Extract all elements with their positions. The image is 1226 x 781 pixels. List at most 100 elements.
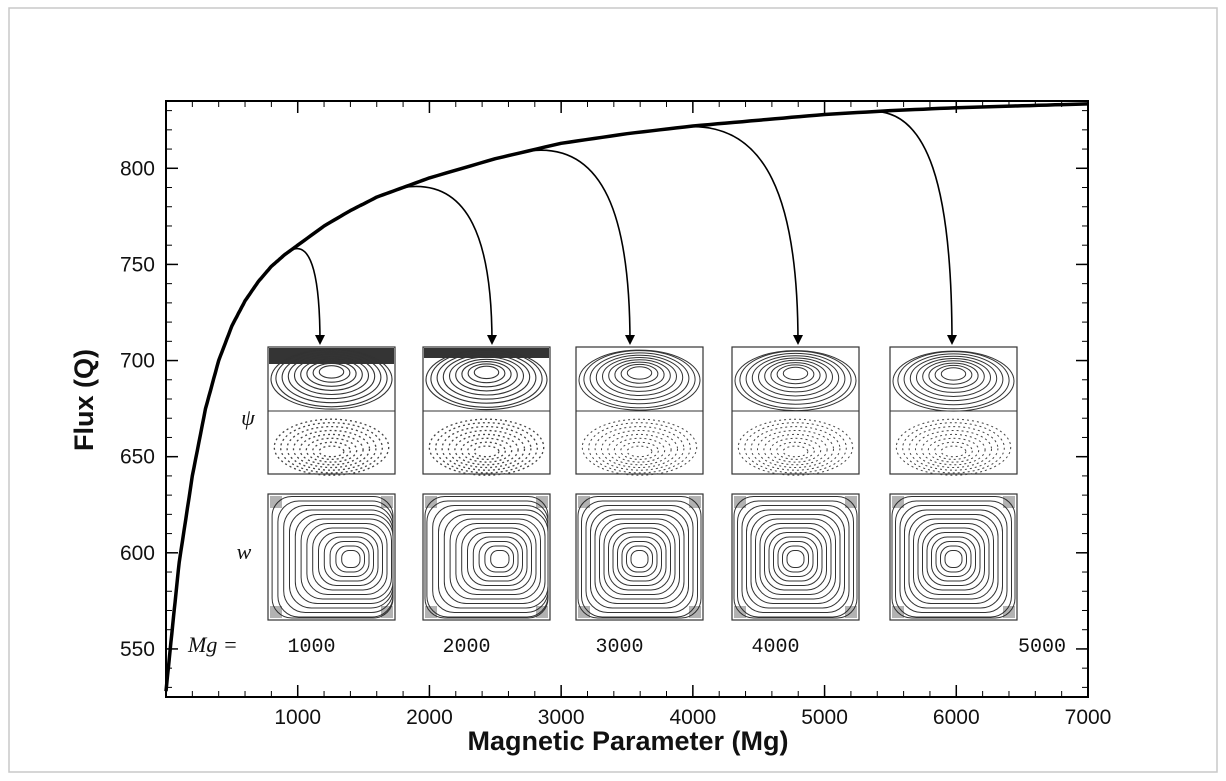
psi-contour-dashed bbox=[934, 441, 973, 460]
w-corner-shading bbox=[536, 606, 548, 618]
psi-contour-dashed bbox=[895, 418, 1012, 476]
w-contour bbox=[931, 536, 976, 582]
x-tick-label: 1000 bbox=[274, 706, 321, 729]
psi-contour-solid bbox=[461, 361, 512, 388]
w-contour bbox=[908, 514, 999, 604]
psi-contour-solid bbox=[770, 362, 821, 389]
psi-contour-solid bbox=[745, 352, 846, 405]
psi-contour-solid bbox=[442, 354, 531, 400]
psi-contour-solid bbox=[626, 366, 653, 380]
psi-contour-solid bbox=[764, 359, 827, 393]
mg-value-label: 5000 bbox=[1018, 636, 1066, 659]
w-contour bbox=[750, 514, 841, 604]
w-corner-shading bbox=[845, 606, 857, 618]
x-tick-label: 4000 bbox=[669, 706, 716, 729]
psi-contour-dashed bbox=[312, 441, 351, 461]
w-contour bbox=[630, 550, 649, 568]
w-contour bbox=[926, 532, 981, 586]
psi-contour-solid bbox=[312, 362, 351, 383]
arrows bbox=[290, 110, 957, 345]
w-corner-shading bbox=[381, 496, 393, 508]
psi-contour-solid bbox=[436, 351, 537, 404]
w-contour bbox=[940, 545, 967, 573]
w-contour bbox=[312, 527, 384, 591]
psi-contour-dashed bbox=[750, 426, 841, 471]
psi-contour-solid bbox=[293, 355, 370, 396]
w-panel bbox=[422, 493, 551, 621]
psi-contour-dashed bbox=[594, 426, 685, 471]
psi-contour-dashed bbox=[441, 425, 532, 471]
psi-contour-dashed bbox=[915, 430, 992, 468]
w-contour bbox=[599, 518, 680, 600]
psi-contour-solid bbox=[602, 357, 677, 396]
w-contour bbox=[455, 523, 537, 595]
w-contour bbox=[922, 527, 985, 591]
w-contour bbox=[895, 500, 1012, 618]
mg-value-label: 4000 bbox=[751, 636, 799, 659]
psi-contour-solid bbox=[455, 358, 518, 392]
psi-contour-dashed bbox=[299, 433, 364, 466]
y-tick-label: 800 bbox=[120, 157, 155, 180]
psi-shading bbox=[424, 348, 549, 358]
psi-contour-dashed bbox=[460, 437, 513, 463]
w-contour bbox=[764, 527, 827, 591]
w-corner-shading bbox=[536, 496, 548, 508]
x-axis-title: Magnetic Parameter (Mg) bbox=[467, 726, 788, 756]
psi-contour-solid bbox=[425, 349, 548, 411]
inset-pair-2: 2000 bbox=[422, 346, 551, 659]
w-corner-shading bbox=[734, 606, 746, 618]
psi-contour-dashed bbox=[607, 433, 672, 466]
psi-contour-dashed bbox=[940, 445, 967, 458]
w-contour bbox=[490, 550, 510, 568]
psi-contour-dashed bbox=[588, 422, 691, 474]
psi-contour-dashed bbox=[454, 433, 519, 466]
psi-contour-solid bbox=[608, 359, 671, 392]
w-contour bbox=[626, 545, 653, 573]
w-corner-shading bbox=[270, 606, 282, 618]
w-corner-shading bbox=[1003, 496, 1015, 508]
y-axis-title: Flux (Q) bbox=[69, 349, 99, 451]
psi-contour-dashed bbox=[428, 418, 545, 476]
psi-contour-dashed bbox=[769, 437, 822, 463]
w-contour bbox=[472, 536, 523, 582]
psi-contour-dashed bbox=[601, 430, 678, 468]
w-contour bbox=[341, 550, 361, 568]
w-contour bbox=[612, 532, 667, 586]
psi-contour-dashed bbox=[473, 445, 500, 458]
psi-contour-solid bbox=[776, 364, 815, 385]
inset-pair-4: 4000 bbox=[731, 346, 860, 659]
w-contour bbox=[585, 505, 694, 613]
w-contour bbox=[935, 541, 972, 577]
w-contour bbox=[944, 550, 963, 568]
arrow-5 bbox=[863, 110, 957, 345]
w-contour bbox=[484, 545, 514, 573]
w-contour bbox=[755, 518, 836, 600]
y-tick-label: 650 bbox=[120, 446, 155, 469]
w-corner-shading bbox=[892, 606, 904, 618]
w-row-label: w bbox=[237, 539, 252, 564]
w-contour bbox=[913, 518, 994, 600]
psi-contour-dashed bbox=[613, 437, 666, 463]
w-contour bbox=[335, 545, 365, 573]
w-contour bbox=[300, 518, 393, 600]
w-contour bbox=[594, 514, 685, 604]
w-contour bbox=[768, 532, 823, 586]
psi-contour-solid bbox=[940, 367, 967, 381]
psi-contour-solid bbox=[448, 356, 525, 396]
psi-contour-dashed bbox=[467, 441, 506, 461]
arrow-2 bbox=[402, 185, 497, 345]
psi-contour-solid bbox=[903, 353, 1004, 406]
psi-contour-dashed bbox=[318, 445, 345, 458]
w-contour bbox=[899, 505, 1008, 613]
mg-value-label: 1000 bbox=[287, 636, 335, 659]
w-contour bbox=[782, 545, 809, 573]
psi-contour-dashed bbox=[927, 437, 980, 463]
w-contour bbox=[461, 527, 533, 591]
psi-contour-dashed bbox=[763, 433, 828, 466]
w-contour bbox=[323, 536, 374, 582]
w-corner-shading bbox=[270, 496, 282, 508]
psi-contour-dashed bbox=[273, 418, 390, 476]
w-contour bbox=[904, 509, 1003, 609]
x-tick-label: 7000 bbox=[1065, 706, 1112, 729]
x-tick-label: 6000 bbox=[933, 706, 980, 729]
